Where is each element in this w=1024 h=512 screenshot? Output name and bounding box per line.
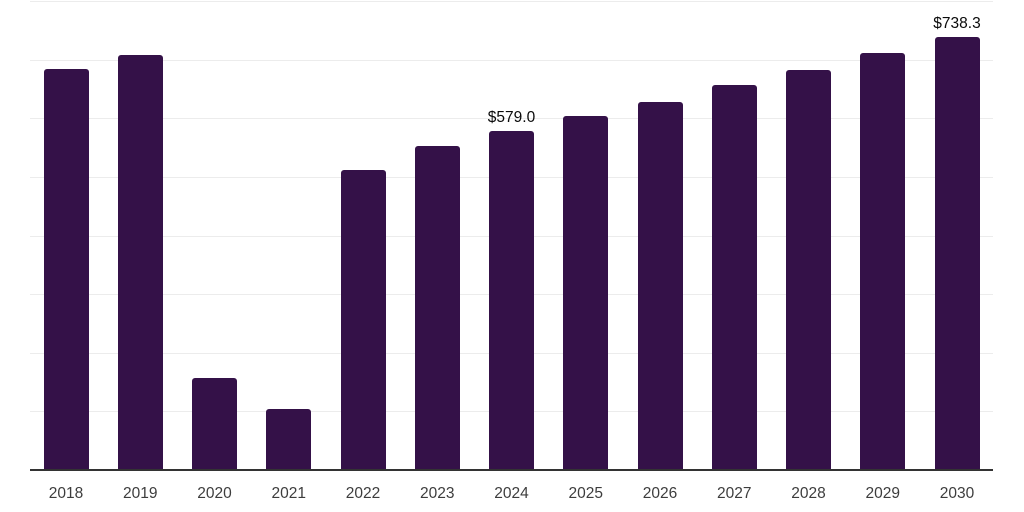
- x-axis-line: [30, 469, 993, 471]
- bar-2021: [266, 409, 312, 470]
- x-tick-label-2030: 2030: [939, 485, 975, 502]
- bar-2030: [934, 37, 980, 470]
- bar-2026: [637, 101, 683, 470]
- x-tick-label-2019: 2019: [123, 485, 158, 502]
- x-tick-label-2029: 2029: [865, 485, 900, 502]
- bar-2019: [117, 54, 163, 470]
- x-tick-label-2021: 2021: [271, 485, 306, 502]
- gridline-700: [30, 59, 993, 61]
- x-tick-label-2022: 2022: [345, 485, 381, 502]
- bar-2027: [711, 84, 757, 470]
- x-tick-label-2026: 2026: [642, 485, 678, 502]
- bar-2020: [192, 377, 237, 470]
- bar-2024: [489, 130, 534, 470]
- bar-2023: [414, 145, 460, 470]
- bar-2022: [340, 169, 386, 470]
- x-tick-label-2027: 2027: [717, 485, 752, 502]
- x-tick-label-2023: 2023: [420, 485, 455, 502]
- x-tick-label-2018: 2018: [48, 485, 84, 502]
- bar-2025: [563, 115, 609, 470]
- bar-2018: [43, 69, 89, 470]
- bar-value-label-2024: $579.0: [487, 108, 536, 126]
- gridline-600: [30, 118, 993, 120]
- x-tick-label-2028: 2028: [791, 485, 826, 502]
- bar-2028: [786, 70, 831, 470]
- bar-2029: [860, 53, 906, 470]
- x-tick-label-2025: 2025: [568, 485, 603, 502]
- bar-value-label-2030: $738.3: [933, 15, 981, 33]
- x-tick-label-2024: 2024: [494, 485, 529, 502]
- x-tick-label-2020: 2020: [197, 485, 232, 502]
- gridline-800: [30, 0, 993, 2]
